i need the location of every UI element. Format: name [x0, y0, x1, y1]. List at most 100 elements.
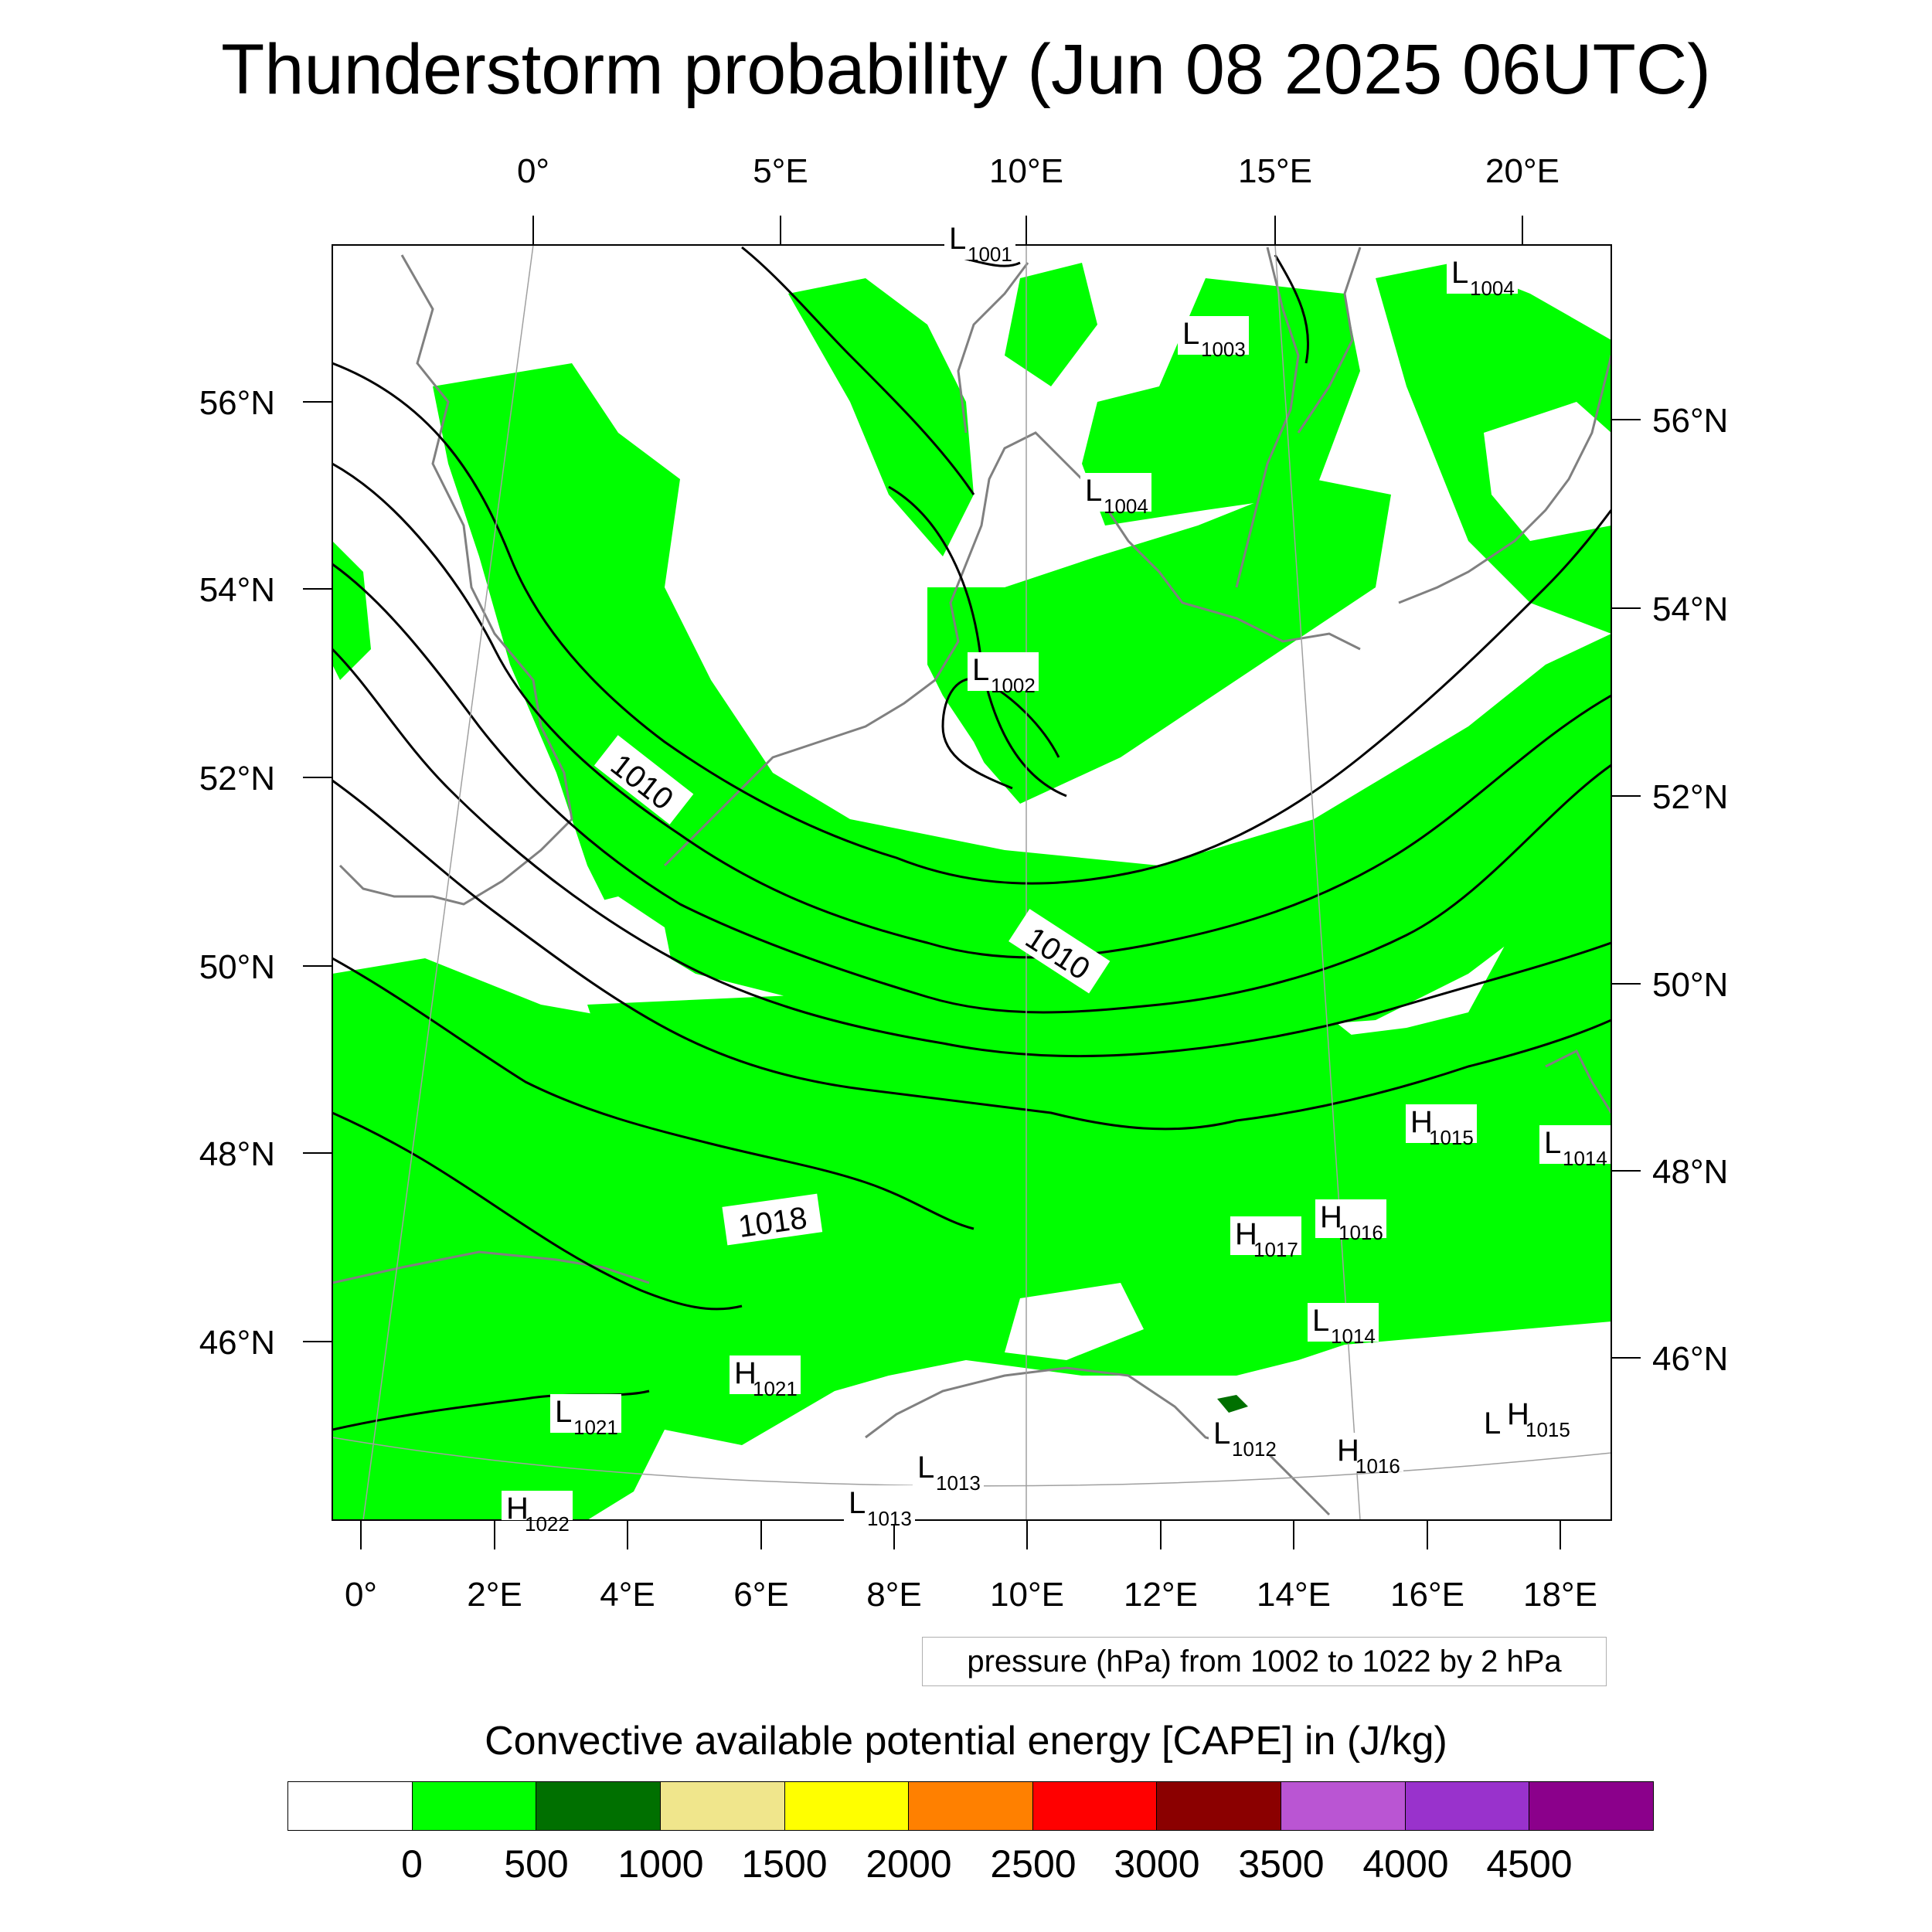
- pressure-center-value: 1001: [968, 243, 1012, 266]
- pressure-center-letter: L: [917, 1451, 934, 1485]
- lon-label: 12°E: [1124, 1576, 1198, 1614]
- pressure-center-letter: L: [1182, 317, 1199, 351]
- pressure-center-value: 1022: [525, 1512, 570, 1536]
- colorbar-segment: [1281, 1782, 1406, 1830]
- lon-label: 18°E: [1523, 1576, 1597, 1614]
- lat-label: 54°N: [1652, 590, 1728, 628]
- colorbar-label: 500: [504, 1842, 569, 1886]
- pressure-center-value: 1016: [1338, 1221, 1383, 1244]
- pressure-center-value: 1002: [991, 674, 1036, 697]
- lon-label: 8°E: [866, 1576, 921, 1614]
- lon-label: 10°E: [990, 1576, 1064, 1614]
- pressure-center-value: 1004: [1104, 495, 1148, 518]
- lat-label: 56°N: [199, 384, 275, 422]
- pressure-center-value: 1021: [573, 1416, 618, 1439]
- colorbar-segment: [1032, 1782, 1158, 1830]
- lat-label: 46°N: [1652, 1340, 1728, 1378]
- pressure-contour-note: pressure (hPa) from 1002 to 1022 by 2 hP…: [922, 1637, 1607, 1686]
- map-area: [332, 246, 1611, 1520]
- lat-label: 52°N: [1652, 778, 1728, 816]
- lon-label: 20°E: [1485, 152, 1560, 190]
- pressure-center-value: 1004: [1470, 277, 1515, 300]
- colorbar-label: 1000: [617, 1842, 704, 1886]
- colorbar-label: 3000: [1114, 1842, 1200, 1886]
- tick-marks: [303, 216, 1641, 1549]
- pressure-center-letter: L: [972, 653, 989, 687]
- lon-label: 6°E: [733, 1576, 788, 1614]
- colorbar-label: 4500: [1486, 1842, 1573, 1886]
- colorbar-title: Convective available potential energy [C…: [485, 1719, 1447, 1764]
- left-lat-labels: 56°N 54°N 52°N 50°N 48°N 46°N: [199, 384, 275, 1362]
- pressure-center-letter: L: [1484, 1406, 1501, 1440]
- lon-label: 14°E: [1257, 1576, 1331, 1614]
- colorbar-label: 2500: [990, 1842, 1077, 1886]
- lon-label: 2°E: [467, 1576, 522, 1614]
- contour-labels: 1010 1010 1018: [594, 735, 1111, 1246]
- right-lat-labels: 56°N 54°N 52°N 50°N 48°N 46°N: [1652, 402, 1728, 1378]
- colorbar-label: 2000: [866, 1842, 952, 1886]
- pressure-center-value: 1015: [1526, 1418, 1570, 1441]
- colorbar-segment: [412, 1782, 537, 1830]
- lat-label: 50°N: [199, 948, 275, 986]
- lat-label: 48°N: [1652, 1153, 1728, 1191]
- pressure-center-value: 1013: [867, 1507, 912, 1530]
- lat-label: 56°N: [1652, 402, 1728, 440]
- pressure-center-value: 1013: [936, 1471, 981, 1495]
- colorbar: [287, 1781, 1654, 1831]
- pressure-center-letter: L: [1085, 474, 1102, 508]
- pressure-center-value: 1016: [1355, 1454, 1400, 1478]
- colorbar-segment: [288, 1782, 413, 1830]
- bottom-lon-labels: 0° 2°E 4°E 6°E 8°E 10°E 12°E 14°E 16°E 1…: [345, 1576, 1597, 1614]
- pressure-center-letter: L: [849, 1486, 866, 1520]
- lon-label: 10°E: [989, 152, 1063, 190]
- colorbar-segment: [784, 1782, 910, 1830]
- colorbar-label: 4000: [1362, 1842, 1449, 1886]
- lon-label: 15°E: [1238, 152, 1312, 190]
- colorbar-label: 0: [401, 1842, 423, 1886]
- pressure-center-letter: L: [1544, 1126, 1561, 1160]
- pressure-center-letter: H: [1235, 1217, 1257, 1251]
- pressure-center-letter: L: [949, 222, 966, 256]
- cape-gaps: [556, 402, 1611, 1360]
- colorbar-segment: [536, 1782, 661, 1830]
- pressure-center-value: 1015: [1429, 1126, 1474, 1149]
- pressure-center-value: 1012: [1232, 1437, 1277, 1461]
- pressure-center-value: 1021: [753, 1377, 798, 1400]
- cape-shading: [332, 263, 1611, 1520]
- colorbar-segment: [1405, 1782, 1530, 1830]
- pressure-center-value: 1017: [1253, 1238, 1298, 1261]
- colorbar-segment: [909, 1782, 1033, 1830]
- colorbar-segment: [660, 1782, 785, 1830]
- pressure-center-letter: L: [1312, 1304, 1329, 1338]
- pressure-center-letter: L: [1213, 1417, 1230, 1451]
- colorbar-segment: [1157, 1782, 1282, 1830]
- pressure-center-letter: L: [1451, 256, 1468, 290]
- pressure-center-letter: H: [1337, 1434, 1359, 1468]
- coastlines: [332, 247, 1611, 1516]
- colorbar-label: 1500: [741, 1842, 828, 1886]
- pressure-center-value: 1014: [1331, 1325, 1376, 1348]
- colorbar-label: 3500: [1238, 1842, 1325, 1886]
- lon-label: 16°E: [1390, 1576, 1464, 1614]
- pressure-center-letter: H: [1507, 1397, 1529, 1431]
- pressure-center-letter: H: [506, 1492, 529, 1526]
- lat-label: 54°N: [199, 571, 275, 609]
- cape-dark-shading: [1217, 1395, 1248, 1413]
- colorbar-segment: [1529, 1782, 1654, 1830]
- lat-label: 50°N: [1652, 966, 1728, 1004]
- lon-label: 4°E: [600, 1576, 655, 1614]
- pressure-center-letter: L: [555, 1395, 572, 1429]
- lon-label: 0°: [345, 1576, 377, 1614]
- pressure-center-letter: H: [734, 1356, 757, 1390]
- lat-label: 48°N: [199, 1135, 275, 1173]
- pressure-center-letter: H: [1410, 1105, 1433, 1139]
- lon-label: 5°E: [753, 152, 808, 190]
- pressure-center-value: 1014: [1563, 1147, 1607, 1170]
- map-title: Thunderstorm probability (Jun 08 2025 06…: [221, 30, 1711, 109]
- lat-label: 52°N: [199, 760, 275, 798]
- isobars: [332, 246, 1611, 1431]
- pressure-center-letter: H: [1320, 1200, 1342, 1234]
- pressure-center-value: 1003: [1201, 338, 1246, 361]
- top-lon-labels: 0° 5°E 10°E 15°E 20°E: [517, 152, 1560, 190]
